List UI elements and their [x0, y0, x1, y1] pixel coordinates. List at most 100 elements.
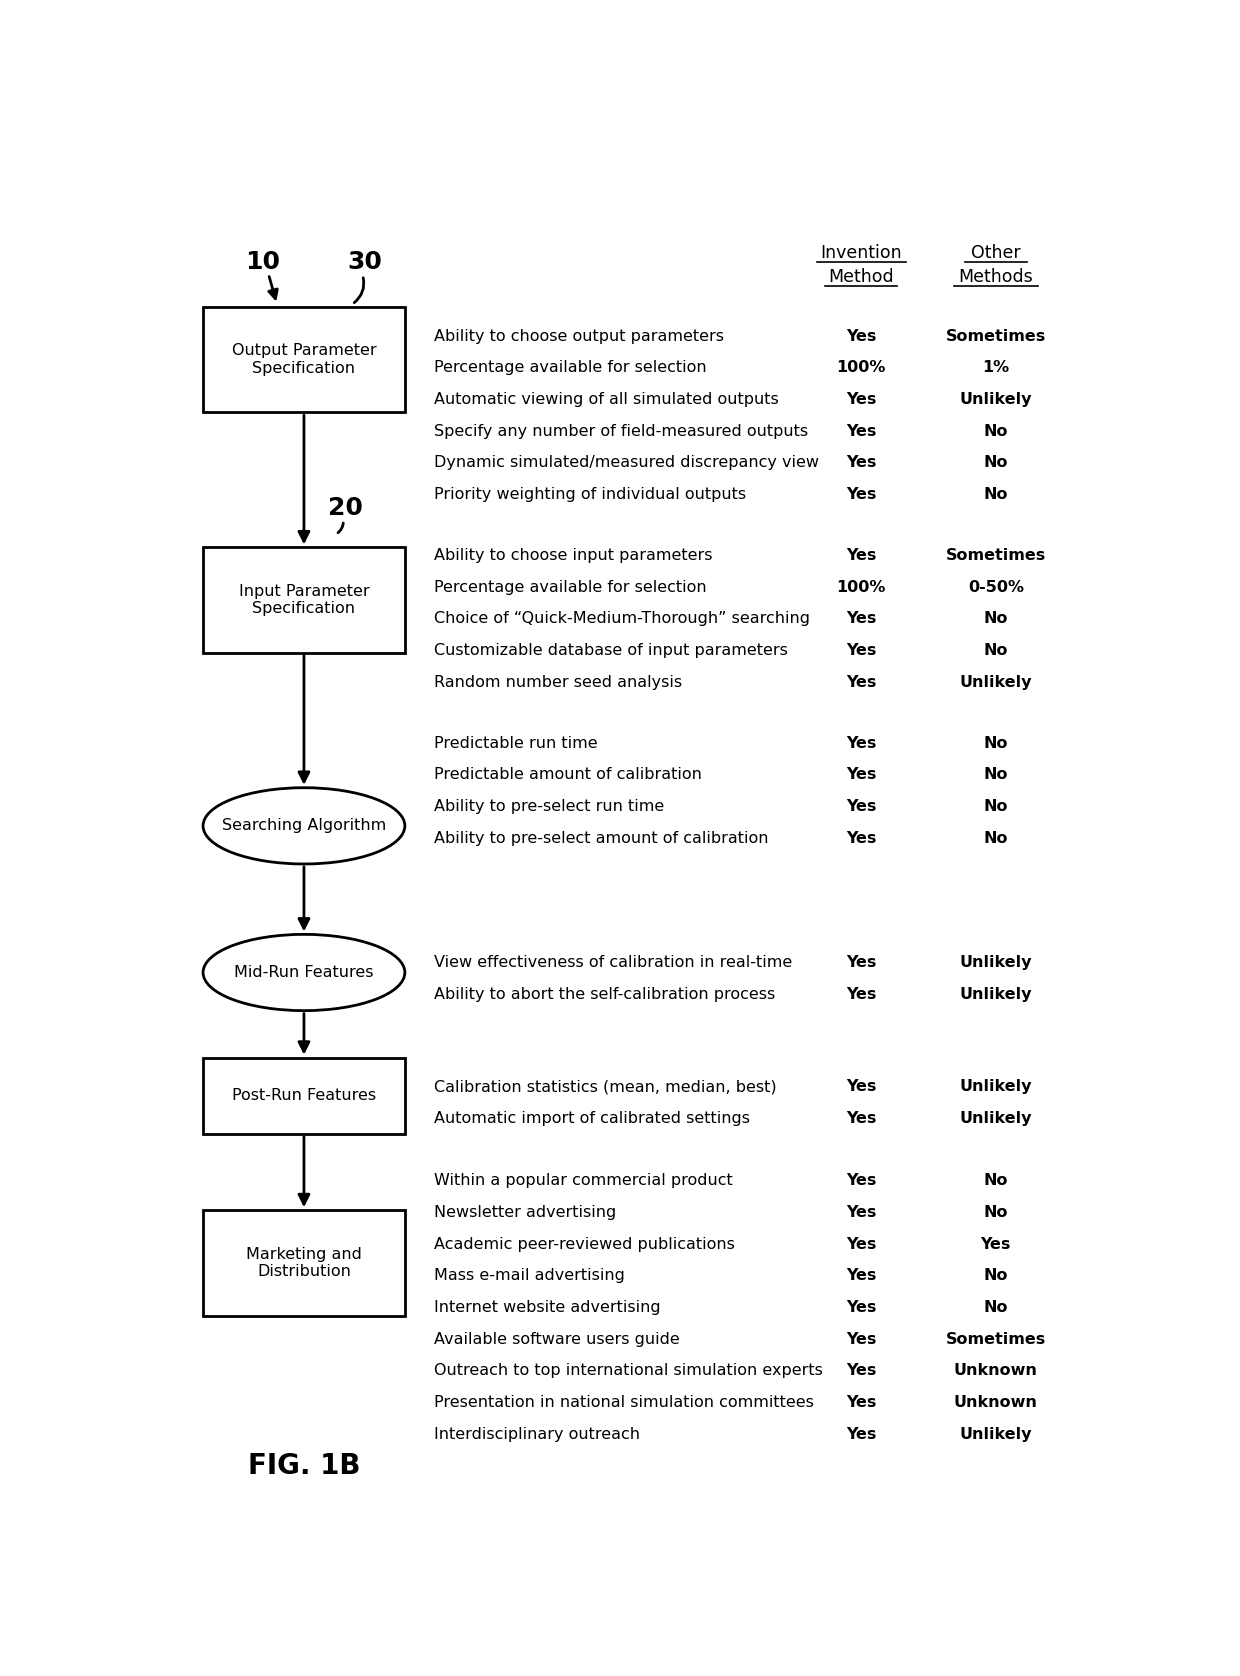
Text: Available software users guide: Available software users guide: [434, 1332, 680, 1346]
Text: 100%: 100%: [837, 360, 887, 375]
Text: Yes: Yes: [846, 1363, 877, 1378]
Text: FIG. 1B: FIG. 1B: [248, 1451, 360, 1480]
Text: Interdisciplinary outreach: Interdisciplinary outreach: [434, 1426, 640, 1441]
Text: Calibration statistics (mean, median, best): Calibration statistics (mean, median, be…: [434, 1079, 776, 1094]
Text: No: No: [983, 1205, 1008, 1220]
FancyBboxPatch shape: [203, 1210, 404, 1316]
Text: 20: 20: [327, 496, 363, 521]
Text: Priority weighting of individual outputs: Priority weighting of individual outputs: [434, 488, 745, 501]
Text: Specify any number of field-measured outputs: Specify any number of field-measured out…: [434, 424, 807, 439]
Text: Method: Method: [828, 268, 894, 285]
Text: No: No: [983, 424, 1008, 439]
Text: Yes: Yes: [846, 392, 877, 407]
Text: 100%: 100%: [837, 580, 887, 595]
FancyBboxPatch shape: [203, 1058, 404, 1135]
Text: Random number seed analysis: Random number seed analysis: [434, 675, 682, 689]
Text: Yes: Yes: [846, 987, 877, 1002]
Text: Unlikely: Unlikely: [960, 1426, 1032, 1441]
FancyArrowPatch shape: [355, 278, 363, 303]
Text: No: No: [983, 831, 1008, 846]
Text: No: No: [983, 768, 1008, 783]
Text: Input Parameter
Specification: Input Parameter Specification: [238, 583, 370, 617]
Text: No: No: [983, 612, 1008, 627]
Text: Outreach to top international simulation experts: Outreach to top international simulation…: [434, 1363, 822, 1378]
Text: No: No: [983, 1301, 1008, 1316]
Text: Yes: Yes: [846, 831, 877, 846]
Text: Yes: Yes: [846, 1173, 877, 1188]
Text: Within a popular commercial product: Within a popular commercial product: [434, 1173, 733, 1188]
Text: Yes: Yes: [846, 424, 877, 439]
Text: Sometimes: Sometimes: [946, 328, 1047, 344]
Text: Yes: Yes: [846, 736, 877, 751]
Text: Predictable amount of calibration: Predictable amount of calibration: [434, 768, 702, 783]
Text: Presentation in national simulation committees: Presentation in national simulation comm…: [434, 1394, 813, 1410]
Text: Unlikely: Unlikely: [960, 1079, 1032, 1094]
Text: Percentage available for selection: Percentage available for selection: [434, 360, 707, 375]
Text: Percentage available for selection: Percentage available for selection: [434, 580, 707, 595]
Text: Yes: Yes: [846, 768, 877, 783]
Text: Unlikely: Unlikely: [960, 987, 1032, 1002]
Text: Newsletter advertising: Newsletter advertising: [434, 1205, 616, 1220]
Text: Unlikely: Unlikely: [960, 955, 1032, 970]
Text: Automatic import of calibrated settings: Automatic import of calibrated settings: [434, 1111, 750, 1126]
Text: Customizable database of input parameters: Customizable database of input parameter…: [434, 644, 787, 659]
Text: Mid-Run Features: Mid-Run Features: [234, 965, 373, 980]
Text: Sometimes: Sometimes: [946, 548, 1047, 563]
Text: Yes: Yes: [846, 1332, 877, 1346]
Text: 10: 10: [246, 250, 280, 275]
Text: Other: Other: [971, 245, 1021, 261]
Text: Unknown: Unknown: [954, 1363, 1038, 1378]
Text: Yes: Yes: [846, 1205, 877, 1220]
Text: Yes: Yes: [846, 1111, 877, 1126]
Text: 0-50%: 0-50%: [968, 580, 1024, 595]
Text: Searching Algorithm: Searching Algorithm: [222, 818, 386, 833]
Text: 30: 30: [347, 250, 382, 275]
Text: Yes: Yes: [846, 799, 877, 815]
Text: No: No: [983, 736, 1008, 751]
Text: Yes: Yes: [846, 612, 877, 627]
Text: No: No: [983, 488, 1008, 501]
Text: Ability to pre-select run time: Ability to pre-select run time: [434, 799, 663, 815]
Text: Automatic viewing of all simulated outputs: Automatic viewing of all simulated outpu…: [434, 392, 779, 407]
Ellipse shape: [203, 935, 404, 1011]
Text: Yes: Yes: [846, 1394, 877, 1410]
Text: Unlikely: Unlikely: [960, 675, 1032, 689]
Text: Ability to choose input parameters: Ability to choose input parameters: [434, 548, 712, 563]
Text: Post-Run Features: Post-Run Features: [232, 1088, 376, 1103]
Text: Academic peer-reviewed publications: Academic peer-reviewed publications: [434, 1237, 734, 1252]
Text: Yes: Yes: [846, 1301, 877, 1316]
Text: No: No: [983, 644, 1008, 659]
Text: No: No: [983, 799, 1008, 815]
Text: Internet website advertising: Internet website advertising: [434, 1301, 661, 1316]
Text: Sometimes: Sometimes: [946, 1332, 1047, 1346]
FancyBboxPatch shape: [203, 546, 404, 654]
FancyArrowPatch shape: [339, 523, 343, 533]
Text: Ability to abort the self-calibration process: Ability to abort the self-calibration pr…: [434, 987, 775, 1002]
FancyBboxPatch shape: [203, 307, 404, 412]
Text: No: No: [983, 456, 1008, 471]
Text: Marketing and
Distribution: Marketing and Distribution: [246, 1247, 362, 1279]
Text: Predictable run time: Predictable run time: [434, 736, 598, 751]
Ellipse shape: [203, 788, 404, 865]
Text: Yes: Yes: [846, 644, 877, 659]
Text: Yes: Yes: [846, 675, 877, 689]
Text: Yes: Yes: [846, 328, 877, 344]
Text: No: No: [983, 1269, 1008, 1284]
Text: Invention: Invention: [821, 245, 903, 261]
Text: Yes: Yes: [846, 1079, 877, 1094]
Text: Choice of “Quick-Medium-Thorough” searching: Choice of “Quick-Medium-Thorough” search…: [434, 612, 810, 627]
Text: Mass e-mail advertising: Mass e-mail advertising: [434, 1269, 625, 1284]
Text: Output Parameter
Specification: Output Parameter Specification: [232, 344, 376, 375]
Text: Unlikely: Unlikely: [960, 392, 1032, 407]
Text: Yes: Yes: [846, 456, 877, 471]
Text: Methods: Methods: [959, 268, 1033, 285]
Text: Yes: Yes: [846, 488, 877, 501]
Text: Ability to choose output parameters: Ability to choose output parameters: [434, 328, 724, 344]
Text: Yes: Yes: [981, 1237, 1011, 1252]
Text: No: No: [983, 1173, 1008, 1188]
Text: Yes: Yes: [846, 955, 877, 970]
Text: Yes: Yes: [846, 548, 877, 563]
Text: Yes: Yes: [846, 1426, 877, 1441]
Text: Dynamic simulated/measured discrepancy view: Dynamic simulated/measured discrepancy v…: [434, 456, 818, 471]
Text: View effectiveness of calibration in real-time: View effectiveness of calibration in rea…: [434, 955, 792, 970]
